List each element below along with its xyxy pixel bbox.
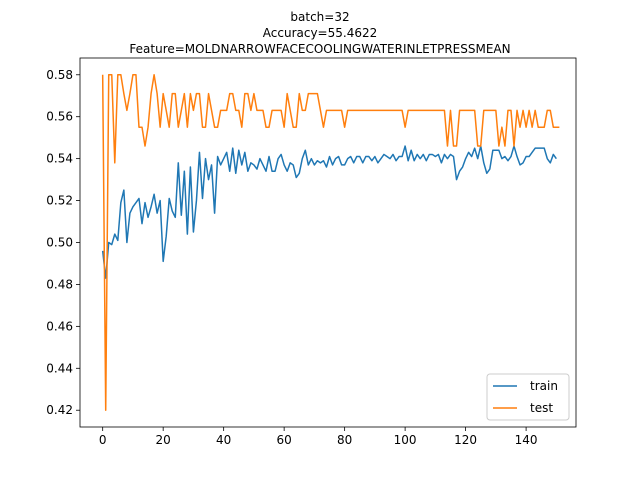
y-tick-label: 0.58 (46, 68, 73, 82)
legend-label-train: train (530, 379, 558, 393)
chart-title-line-3: Feature=MOLDNARROWFACECOOLINGWATERINLETP… (129, 42, 511, 56)
chart-title-line-2: Accuracy=55.4622 (262, 26, 378, 40)
x-tick-label: 120 (454, 433, 477, 447)
series-line-train (101, 145, 557, 279)
y-tick-label: 0.52 (46, 194, 73, 208)
x-tick-label: 60 (277, 433, 292, 447)
y-tick-label: 0.44 (46, 361, 73, 375)
legend-label-test: test (530, 401, 553, 415)
chart-title-line-1: batch=32 (290, 10, 350, 24)
y-tick-label: 0.46 (46, 319, 73, 333)
y-tick-label: 0.42 (46, 403, 73, 417)
x-tick-label: 140 (515, 433, 538, 447)
x-tick-label: 40 (216, 433, 231, 447)
series-line-test (101, 74, 560, 411)
plot-frame (79, 57, 577, 428)
y-tick-label: 0.48 (46, 277, 73, 291)
y-tick-label: 0.54 (46, 152, 73, 166)
x-tick-label: 80 (337, 433, 352, 447)
x-tick-label: 100 (394, 433, 417, 447)
y-tick-label: 0.50 (46, 236, 73, 250)
x-tick-label: 0 (99, 433, 107, 447)
y-tick-label: 0.56 (46, 110, 73, 124)
x-tick-label: 20 (156, 433, 171, 447)
